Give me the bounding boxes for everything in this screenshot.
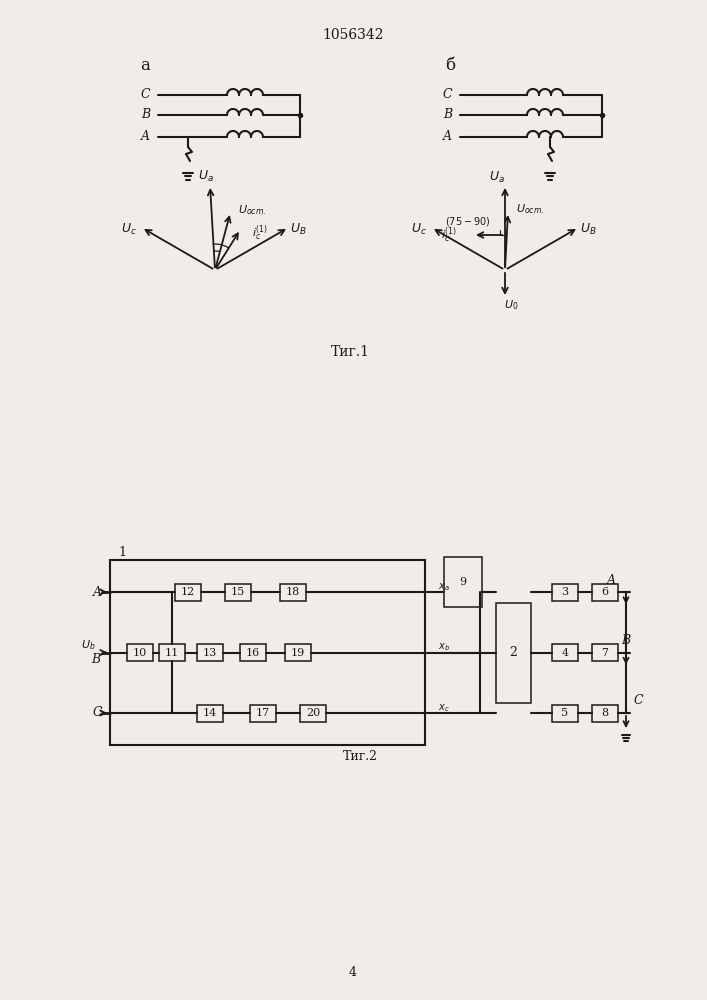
Text: $U_B$: $U_B$ xyxy=(291,222,307,237)
Text: $x_c$: $x_c$ xyxy=(438,702,450,714)
Text: $U_b$: $U_b$ xyxy=(81,639,95,652)
Text: $U_c$: $U_c$ xyxy=(122,222,137,237)
Bar xyxy=(240,644,266,661)
Bar xyxy=(592,644,618,661)
Bar xyxy=(552,704,578,722)
Text: Τиг.1: Τиг.1 xyxy=(330,345,370,359)
Bar xyxy=(552,584,578,600)
Bar xyxy=(159,644,185,661)
Text: 20: 20 xyxy=(306,708,320,718)
Text: A: A xyxy=(443,130,452,143)
Text: $U_{ocm.}$: $U_{ocm.}$ xyxy=(238,203,267,217)
Text: $і_c^{(1)}$: $і_c^{(1)}$ xyxy=(440,225,457,245)
Text: C: C xyxy=(141,89,150,102)
Text: 6: 6 xyxy=(602,587,609,597)
Text: 2: 2 xyxy=(509,646,517,659)
Bar xyxy=(197,644,223,661)
Bar xyxy=(592,584,618,600)
Text: $U_0$: $U_0$ xyxy=(504,298,518,312)
Text: 8: 8 xyxy=(602,708,609,718)
Bar xyxy=(496,602,530,702)
Text: 1056342: 1056342 xyxy=(322,28,384,42)
Text: 17: 17 xyxy=(256,708,270,718)
Bar xyxy=(444,557,482,607)
Text: 9: 9 xyxy=(460,577,467,587)
Text: $U_{ocm.}$: $U_{ocm.}$ xyxy=(516,202,544,216)
Bar xyxy=(552,644,578,661)
Bar xyxy=(197,704,223,722)
Bar xyxy=(280,584,306,600)
Bar xyxy=(110,560,425,745)
Text: $U_a$: $U_a$ xyxy=(198,168,214,184)
Text: 14: 14 xyxy=(203,708,217,718)
Text: 3: 3 xyxy=(561,587,568,597)
Text: 10: 10 xyxy=(133,648,147,658)
Text: A: A xyxy=(141,130,150,143)
Text: $U_a$: $U_a$ xyxy=(489,169,505,185)
Text: 16: 16 xyxy=(246,648,260,658)
Text: C: C xyxy=(443,89,452,102)
Text: Τиг.2: Τиг.2 xyxy=(342,750,378,764)
Text: B: B xyxy=(443,108,452,121)
Bar xyxy=(250,704,276,722)
Text: 11: 11 xyxy=(165,648,179,658)
Bar xyxy=(592,704,618,722)
Text: A: A xyxy=(93,585,102,598)
Text: a: a xyxy=(140,56,150,74)
Text: 12: 12 xyxy=(181,587,195,597)
Text: B: B xyxy=(621,634,631,647)
Text: C: C xyxy=(92,706,102,720)
Text: 18: 18 xyxy=(286,587,300,597)
Text: 19: 19 xyxy=(291,648,305,658)
Text: B: B xyxy=(91,653,100,666)
Text: C: C xyxy=(633,694,643,708)
Text: $x_a$: $x_a$ xyxy=(438,581,450,593)
Text: 4: 4 xyxy=(561,648,568,658)
Text: б: б xyxy=(445,56,455,74)
Text: 7: 7 xyxy=(602,648,609,658)
Text: A: A xyxy=(607,574,616,586)
Text: $U_B$: $U_B$ xyxy=(580,222,597,237)
Text: 1: 1 xyxy=(118,546,126,558)
Text: B: B xyxy=(141,108,150,121)
Text: $U_c$: $U_c$ xyxy=(411,222,427,237)
Text: 15: 15 xyxy=(231,587,245,597)
Bar xyxy=(285,644,311,661)
Bar xyxy=(127,644,153,661)
Text: $(75-90)$: $(75-90)$ xyxy=(445,215,491,228)
Bar xyxy=(175,584,201,600)
Text: $і_c^{(1)}$: $і_c^{(1)}$ xyxy=(252,223,269,243)
Text: $x_b$: $x_b$ xyxy=(438,642,450,653)
Text: 13: 13 xyxy=(203,648,217,658)
Bar xyxy=(300,704,326,722)
Bar xyxy=(225,584,251,600)
Text: 5: 5 xyxy=(561,708,568,718)
Text: 4: 4 xyxy=(349,966,357,978)
